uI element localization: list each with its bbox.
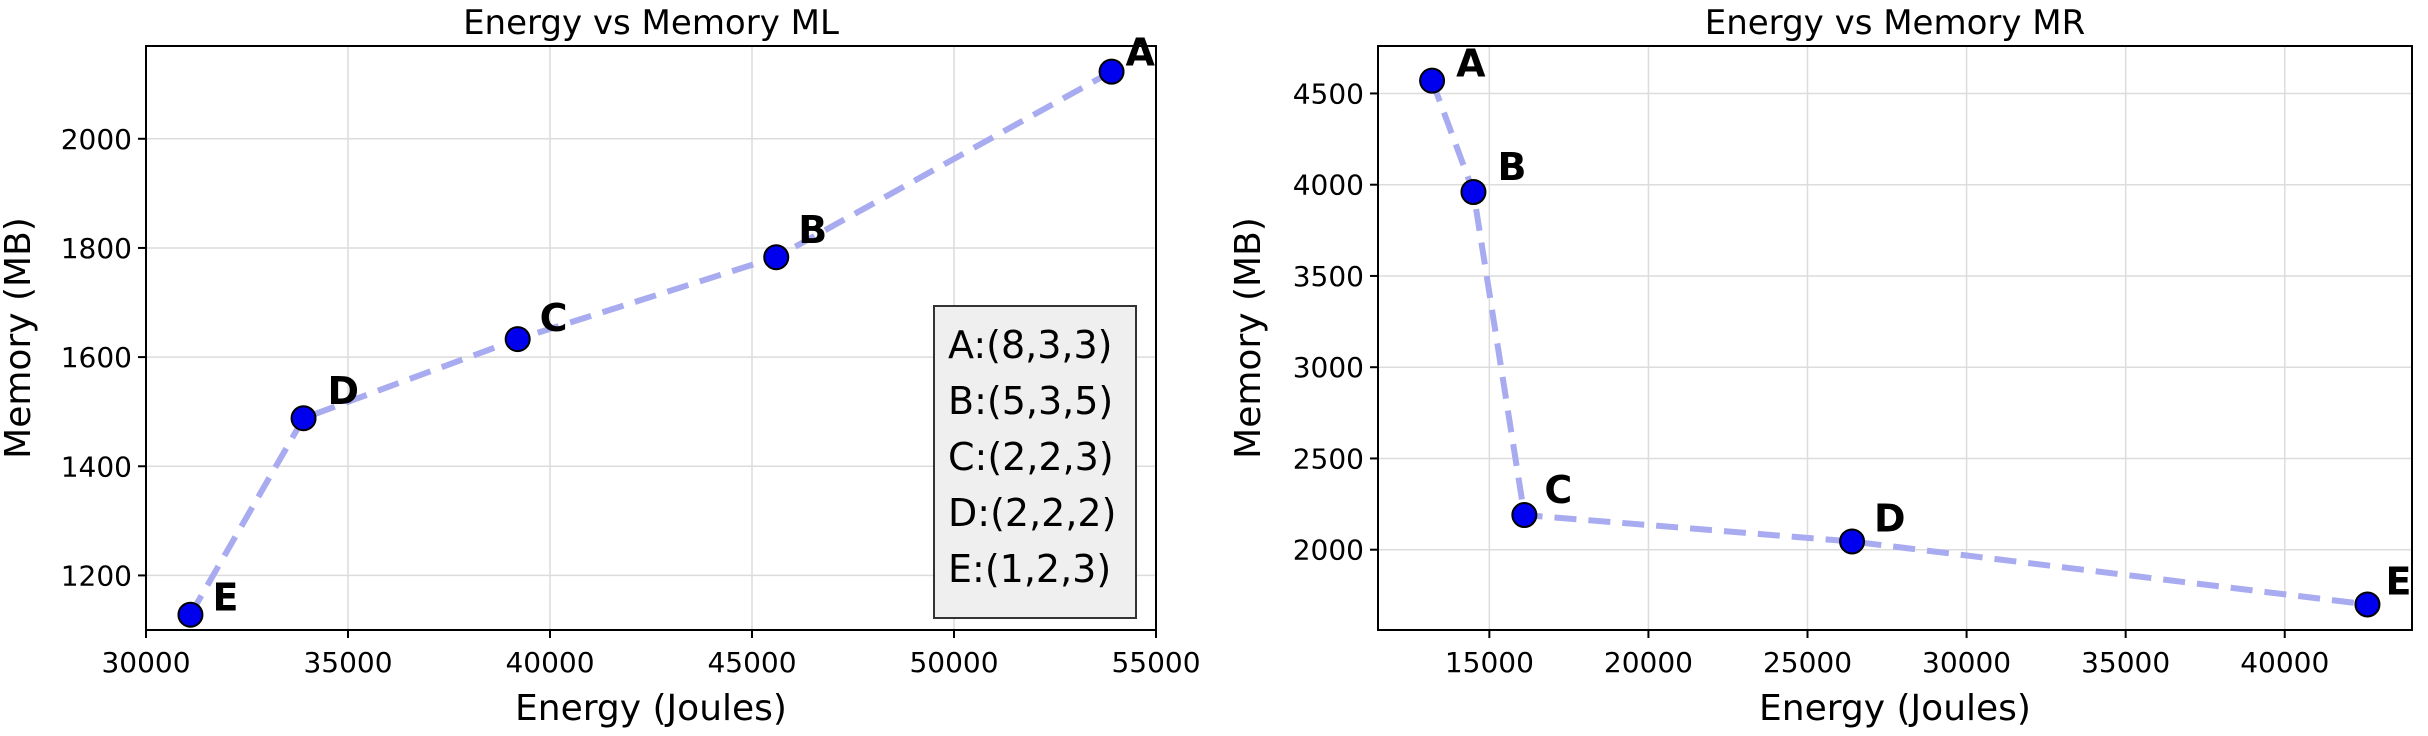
legend-entry: D:(2,2,2) — [948, 491, 1116, 535]
point-label-D: D — [1874, 496, 1906, 540]
point-label-C: C — [540, 296, 568, 340]
y-tick-label: 2000 — [61, 123, 132, 156]
data-point-D — [290, 405, 317, 432]
plot-frame — [145, 45, 1157, 631]
y-axis-label: Memory (MB) — [1228, 217, 1269, 459]
legend-box — [933, 305, 1137, 619]
chart-title: Energy vs Memory ML — [463, 3, 839, 43]
y-tick-label: 3500 — [1293, 260, 1364, 293]
x-tick-label: 35000 — [2081, 646, 2170, 679]
point-label-A: A — [1456, 42, 1486, 86]
data-point-C — [1511, 502, 1538, 529]
y-axis-label: Memory (MB) — [0, 217, 39, 459]
chart-panel-2: 15000 20000 25000 30000 35000 40000 2000 2500 30… — [1228, 3, 2413, 729]
y-tick-label: 1400 — [61, 450, 132, 483]
legend-entry: B:(5,3,5) — [948, 379, 1113, 423]
data-point-A — [1098, 58, 1125, 85]
legend-entry: C:(2,2,3) — [948, 435, 1114, 479]
y-tick-label: 1600 — [61, 341, 132, 374]
y-tick-label: 1800 — [61, 232, 132, 265]
x-axis-label: Energy (Joules) — [1759, 688, 2031, 729]
x-tick-label: 30000 — [101, 646, 190, 679]
data-point-E — [177, 601, 204, 628]
x-axis-label: Energy (Joules) — [515, 688, 787, 729]
y-tick-label: 1200 — [61, 559, 132, 592]
point-label-B: B — [1497, 145, 1526, 189]
y-tick-label: 4500 — [1293, 77, 1364, 110]
data-point-B — [1460, 179, 1487, 205]
plot-frame — [1377, 45, 2413, 631]
legend-entry: E:(1,2,3) — [948, 547, 1111, 591]
x-tick-label: 20000 — [1604, 646, 1693, 679]
chart-title: Energy vs Memory MR — [1705, 3, 2086, 43]
data-point-B — [763, 244, 790, 271]
data-point-E — [2354, 591, 2381, 618]
data-point-D — [1839, 528, 1866, 555]
x-tick-label: 55000 — [1111, 646, 1200, 679]
x-tick-label: 40000 — [505, 646, 594, 679]
x-tick-label: 35000 — [303, 646, 392, 679]
point-label-C: C — [1544, 468, 1572, 512]
point-label-D: D — [328, 369, 360, 413]
point-label-E: E — [2385, 559, 2411, 603]
point-label-B: B — [798, 208, 827, 252]
y-tick-label: 2000 — [1293, 534, 1364, 567]
point-label-A: A — [1126, 31, 1156, 75]
data-point-C — [504, 326, 531, 353]
data-point-A — [1419, 67, 1446, 94]
y-tick-label: 3000 — [1293, 351, 1364, 384]
x-tick-label: 30000 — [1922, 646, 2011, 679]
chart-panel-1: 30000 35000 40000 45000 50000 55000 1200 1400 16… — [0, 3, 1201, 729]
x-tick-label: 45000 — [707, 646, 796, 679]
point-label-E: E — [212, 576, 238, 620]
x-tick-label: 50000 — [909, 646, 998, 679]
y-tick-label: 4000 — [1293, 169, 1364, 202]
x-tick-label: 40000 — [2240, 646, 2329, 679]
legend-entry: A:(8,3,3) — [948, 323, 1112, 367]
x-tick-label: 25000 — [1763, 646, 1852, 679]
x-tick-label: 15000 — [1445, 646, 1534, 679]
y-tick-label: 2500 — [1293, 442, 1364, 475]
